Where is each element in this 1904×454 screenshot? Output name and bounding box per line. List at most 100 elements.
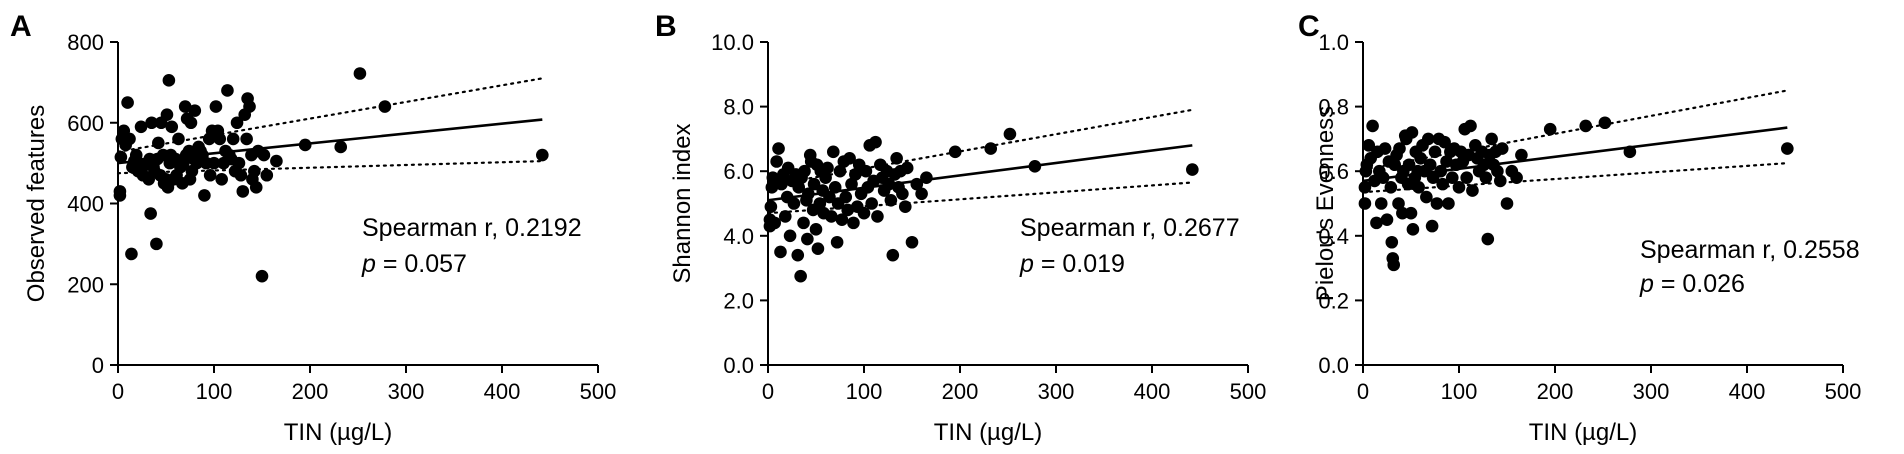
panel-c-y-tick-label: 0.6 (1318, 159, 1349, 184)
panel-a-data-point (536, 148, 549, 162)
panel-c-data-point (1495, 142, 1509, 155)
panel-a-data-point (152, 136, 165, 150)
panel-c-data-point (1388, 158, 1401, 172)
panel-c-data-point (1598, 116, 1612, 130)
panel-b-data-point (823, 190, 836, 204)
panel-a-data-point (113, 185, 127, 198)
panel-b-data-point (772, 142, 785, 155)
panel-b-data-point (826, 145, 840, 159)
panel-c-data-point (1370, 216, 1383, 230)
panel-b: B 0 100 200 300 400 500 0.0 2.0 4.0 6.0 8.0 10.0 TIN … (655, 10, 1266, 446)
panel-c-data-point (1396, 206, 1409, 220)
panel-b-data-point (802, 187, 815, 201)
panel-c-data-point (1358, 181, 1372, 194)
panel-a-x-axis-label: TIN (µg/L) (284, 419, 393, 446)
panel-c-data-point (1393, 142, 1406, 155)
panel-a-y-tick-label: 200 (67, 272, 104, 297)
panel-c-points (1358, 116, 1794, 272)
panel-a-data-point (160, 108, 174, 121)
panel-c-data-point (1402, 158, 1416, 172)
panel-b-data-point (847, 216, 860, 230)
panel-c-data-point (1481, 232, 1495, 246)
panel-a: A 0 100 200 300 400 500 0 200 400 600 800 TIN (µg/L)… (10, 10, 616, 446)
panel-b-data-point (825, 210, 838, 223)
panel-c-x-tick-label: 200 (1537, 379, 1574, 404)
panel-a-data-point (298, 138, 312, 152)
panel-a-data-point (248, 164, 261, 178)
panel-a-data-point (353, 67, 367, 80)
panel-b-data-point (884, 193, 898, 207)
panel-a-data-point (198, 189, 211, 202)
panel-a-data-point (230, 116, 244, 130)
panel-c-y-tick-label: 1.0 (1318, 30, 1349, 55)
panel-c-y-tick-label: 0.2 (1318, 288, 1349, 313)
panel-a-data-point (162, 74, 176, 87)
panel-c-x-tick-label: 300 (1633, 379, 1670, 404)
panel-b-data-point (845, 177, 858, 191)
panel-b-data-point (871, 210, 884, 223)
panel-c-data-point (1404, 206, 1418, 220)
panel-b-data-point (948, 145, 962, 159)
panel-c-y-tick-label: 0.0 (1318, 353, 1349, 378)
panel-b-data-point (896, 187, 909, 201)
panel-a-data-point (145, 116, 158, 130)
panel-b-y-tick-label: 6.0 (723, 159, 754, 184)
panel-a-p-symbol: p (361, 250, 376, 278)
panel-c: C 0 100 200 300 400 500 0.0 0.2 0.4 0.6 0.8 1.0 TIN (… (1298, 10, 1861, 446)
panel-a-p-value: = 0.057 (376, 250, 467, 278)
panel-a-data-point (240, 132, 253, 146)
panel-a-x-tick-label: 400 (484, 379, 521, 404)
panel-a-y-tick-label: 400 (67, 192, 104, 217)
panel-c-data-point (1493, 174, 1507, 188)
panel-c-data-point (1385, 235, 1399, 249)
panel-b-data-point (849, 168, 862, 181)
panel-c-ci-lower-line (1361, 162, 1789, 194)
panel-b-data-point (778, 210, 792, 223)
panel-c-data-point (1376, 171, 1390, 184)
panel-c-data-point (1436, 177, 1449, 191)
panel-c-data-point (1477, 158, 1491, 172)
panel-c-data-point (1374, 197, 1388, 210)
panel-a-data-point (121, 96, 134, 109)
panel-a-data-point (207, 156, 221, 170)
panel-b-y-axis-label: Shannon index (669, 123, 696, 283)
panel-a-x-tick-label: 500 (580, 379, 617, 404)
panel-a-data-point (243, 100, 256, 113)
panel-a-data-point (226, 132, 240, 146)
panel-b-data-point (1028, 160, 1042, 173)
panel-a-p-value-label: p = 0.057 (361, 250, 467, 278)
panel-a-data-point (257, 148, 271, 162)
panel-c-data-point (1515, 148, 1528, 162)
panel-b-data-point (1003, 127, 1017, 141)
panel-c-letter: C (1298, 10, 1320, 43)
panel-b-data-point (787, 197, 801, 210)
panel-b-data-point (791, 248, 805, 262)
panel-c-p-value: = 0.026 (1654, 270, 1745, 298)
panel-b-x-tick-label: 300 (1038, 379, 1075, 404)
panel-c-data-point (1543, 122, 1557, 136)
panel-b-data-point (807, 177, 821, 191)
panel-c-data-point (1430, 197, 1444, 210)
panel-b-data-point (819, 171, 832, 184)
panel-c-data-point (1460, 171, 1473, 184)
panel-b-data-point (828, 181, 842, 194)
panel-c-data-point (1452, 181, 1466, 194)
panel-a-x-tick-label: 300 (388, 379, 425, 404)
panel-a-x-tick-label: 100 (196, 379, 233, 404)
panel-c-data-point (1781, 142, 1794, 155)
panel-a-data-point (249, 181, 263, 194)
panel-a-y-tick-label: 600 (67, 111, 104, 136)
panel-a-data-point (378, 100, 392, 113)
panel-a-y-tick-label: 800 (67, 30, 104, 55)
panel-b-data-point (833, 164, 847, 178)
panel-a-data-point (232, 156, 246, 170)
panel-c-x-tick-label: 0 (1357, 379, 1369, 404)
panel-b-data-point (798, 164, 811, 178)
panel-b-x-axis-label: TIN (µg/L) (934, 419, 1043, 446)
panel-c-x-tick-label: 400 (1729, 379, 1766, 404)
panel-c-p-symbol: p (1639, 270, 1654, 298)
panel-a-y-tick-label: 0 (92, 353, 104, 378)
panel-c-data-point (1380, 213, 1394, 226)
panel-b-data-point (898, 200, 912, 214)
